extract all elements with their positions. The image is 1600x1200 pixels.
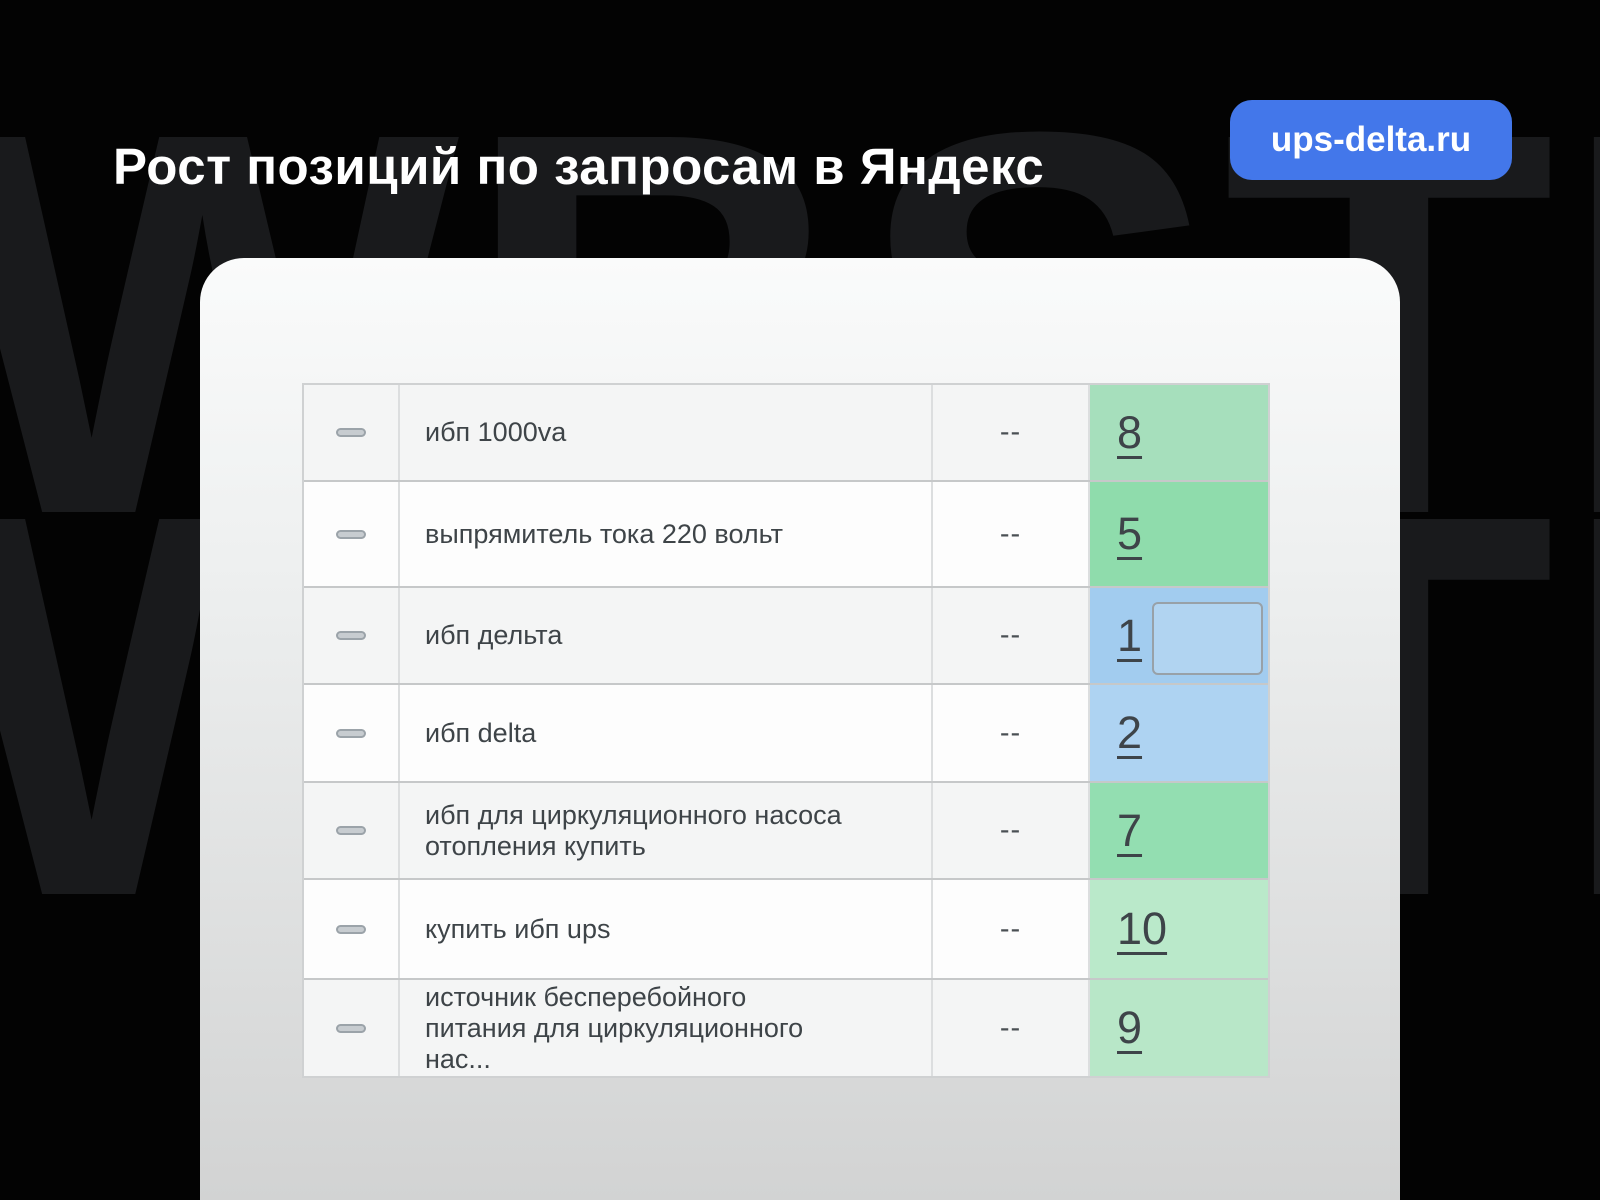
position-link[interactable]: 9 [1117, 1002, 1143, 1053]
position-cell: 9 [1090, 980, 1268, 1076]
position-cell: 1 [1090, 588, 1268, 683]
old-position: -- [933, 783, 1090, 878]
query-text: ибп дельта [400, 588, 933, 683]
table-row: ибп для циркуляционного насоса отопления… [304, 781, 1268, 878]
old-position: -- [933, 482, 1090, 586]
screenshot-card: ибп 1000va -- 8 выпрямитель тока 220 вол… [200, 258, 1400, 1200]
table-row: ибп дельта -- 1 [304, 586, 1268, 683]
row-handle-cell [304, 980, 400, 1076]
old-position: -- [933, 588, 1090, 683]
row-handle-cell [304, 783, 400, 878]
position-cell: 7 [1090, 783, 1268, 878]
old-position: -- [933, 685, 1090, 781]
dash-icon [336, 529, 366, 539]
selection-artifact [1152, 602, 1263, 675]
dash-icon [336, 428, 366, 437]
query-text: купить ибп ups [400, 880, 933, 978]
table-row: источник бесперебойного питания для цирк… [304, 978, 1268, 1076]
query-text: источник бесперебойного питания для цирк… [400, 980, 933, 1076]
old-position: -- [933, 385, 1090, 480]
dash-icon [336, 631, 366, 640]
position-cell: 5 [1090, 482, 1268, 586]
position-cell: 10 [1090, 880, 1268, 978]
old-position: -- [933, 980, 1090, 1076]
row-handle-cell [304, 880, 400, 978]
dash-icon [336, 826, 366, 835]
old-position: -- [933, 880, 1090, 978]
dash-icon [336, 1023, 366, 1033]
positions-table: ибп 1000va -- 8 выпрямитель тока 220 вол… [302, 383, 1270, 1078]
position-cell: 8 [1090, 385, 1268, 480]
query-text: ибп 1000va [400, 385, 933, 480]
table-row: ибп delta -- 2 [304, 683, 1268, 781]
position-cell: 2 [1090, 685, 1268, 781]
position-link[interactable]: 7 [1117, 804, 1143, 856]
position-link[interactable]: 5 [1117, 508, 1143, 559]
table-row: выпрямитель тока 220 вольт -- 5 [304, 480, 1268, 586]
query-text: ибп для циркуляционного насоса отопления… [400, 783, 933, 878]
page-title: Рост позиций по запросам в Яндекс [113, 138, 1045, 196]
dash-icon [336, 924, 366, 934]
site-badge[interactable]: ups-delta.ru [1230, 100, 1512, 180]
table-row: купить ибп ups -- 10 [304, 878, 1268, 978]
position-link[interactable]: 10 [1117, 903, 1168, 954]
query-text: ибп delta [400, 685, 933, 781]
row-handle-cell [304, 588, 400, 683]
row-handle-cell [304, 482, 400, 586]
row-handle-cell [304, 385, 400, 480]
query-text: выпрямитель тока 220 вольт [400, 482, 933, 586]
position-link[interactable]: 8 [1117, 406, 1143, 458]
dash-icon [336, 728, 366, 738]
row-handle-cell [304, 685, 400, 781]
table-row: ибп 1000va -- 8 [304, 385, 1268, 480]
position-link[interactable]: 1 [1117, 609, 1143, 661]
position-link[interactable]: 2 [1117, 707, 1143, 758]
